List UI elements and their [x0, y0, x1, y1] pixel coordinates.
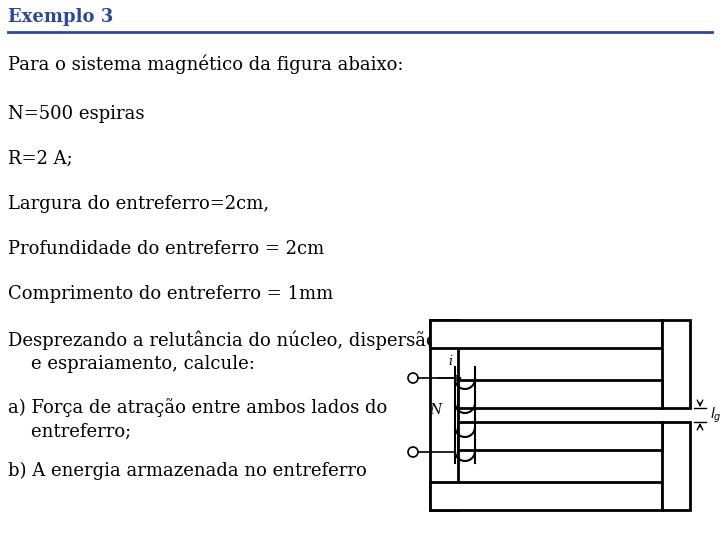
Bar — [458, 422, 662, 450]
Text: Desprezando a relutância do núcleo, dispersão: Desprezando a relutância do núcleo, disp… — [8, 330, 437, 349]
Text: Para o sistema magnético da figura abaixo:: Para o sistema magnético da figura abaix… — [8, 55, 403, 75]
Bar — [662, 320, 690, 408]
Bar — [430, 482, 662, 510]
Bar — [458, 380, 662, 408]
Text: N=500 espiras: N=500 espiras — [8, 105, 145, 123]
Text: Comprimento do entreferro = 1mm: Comprimento do entreferro = 1mm — [8, 285, 333, 303]
Text: Profundidade do entreferro = 2cm: Profundidade do entreferro = 2cm — [8, 240, 324, 258]
Circle shape — [408, 447, 418, 457]
Circle shape — [408, 373, 418, 383]
Bar — [662, 422, 690, 510]
Text: Largura do entreferro=2cm,: Largura do entreferro=2cm, — [8, 195, 269, 213]
Text: Exemplo 3: Exemplo 3 — [8, 8, 113, 26]
Text: $l_g$: $l_g$ — [710, 406, 720, 424]
Text: i: i — [448, 355, 452, 368]
Text: N: N — [429, 403, 441, 417]
Text: b) A energia armazenada no entreferro: b) A energia armazenada no entreferro — [8, 462, 366, 480]
Text: a) Força de atração entre ambos lados do: a) Força de atração entre ambos lados do — [8, 398, 387, 417]
Text: e espraiamento, calcule:: e espraiamento, calcule: — [8, 355, 255, 373]
Text: R=2 A;: R=2 A; — [8, 150, 73, 168]
Bar — [430, 320, 662, 348]
Text: entreferro;: entreferro; — [8, 423, 131, 441]
Bar — [430, 320, 458, 510]
